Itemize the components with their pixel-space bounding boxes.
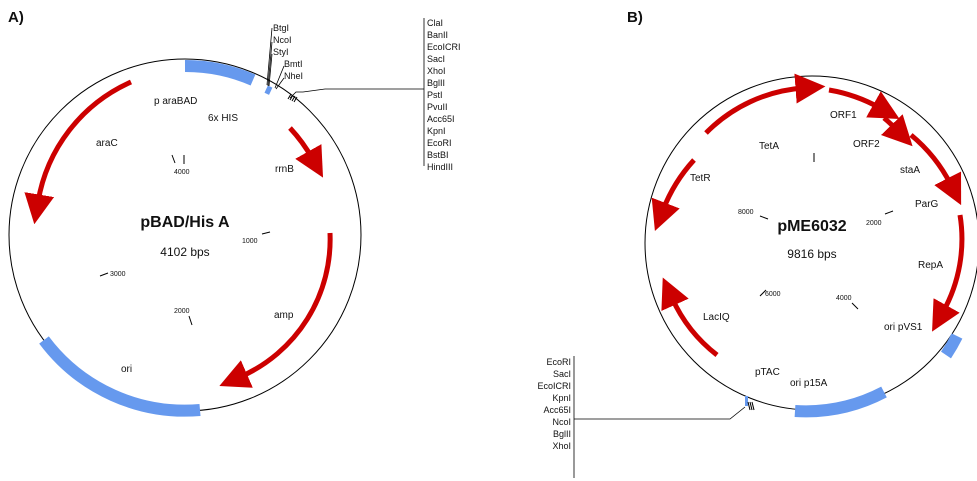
- tick-b-2000: 2000: [866, 220, 882, 227]
- tick-b-4000: 4000: [836, 295, 852, 302]
- mcs-a-9: KpnI: [427, 126, 446, 136]
- tick-b-8000: 8000: [738, 209, 754, 216]
- mcs-a-2: EcoICRI: [427, 42, 461, 52]
- feature-TetA: TetA: [759, 141, 779, 152]
- feature-RepA: RepA: [918, 260, 943, 271]
- ORF2-arrow: [880, 114, 913, 147]
- mcs-block-b: [745, 396, 748, 406]
- panel-b-label: B): [627, 9, 643, 26]
- plasmid-a-name: pBAD/His A: [140, 214, 230, 231]
- feature-rrnB: rrnB: [275, 164, 294, 175]
- ori-pVS1-block: [940, 333, 963, 359]
- tick-a-1000: 1000: [242, 238, 258, 245]
- mcs-list-b: EcoRI SacI EcoICRI KpnI Acc65I NcoI BglI…: [537, 357, 571, 451]
- mcs-b-3: KpnI: [552, 393, 571, 403]
- feature-ORF1: ORF1: [830, 110, 857, 121]
- tick-a-3000: 3000: [110, 271, 126, 278]
- tick-a-4000: 4000: [174, 169, 190, 176]
- site-a-NcoI: NcoI: [273, 35, 292, 45]
- araC-arrow: [24, 79, 133, 225]
- TetR-arrow: [651, 158, 696, 231]
- feature-staA: staA: [900, 165, 920, 176]
- paraBAD-block: [184, 59, 256, 86]
- feature-TetR: TetR: [690, 173, 711, 184]
- staA-arrow: [909, 133, 962, 206]
- ori-p15A-block: [794, 386, 887, 418]
- rrnB-arrow: [288, 126, 324, 178]
- mcs-b-4: Acc65I: [543, 405, 571, 415]
- feature-6xHIS: 6x HIS: [208, 113, 238, 124]
- plasmid-b-backbone: [644, 75, 977, 411]
- ORF1-arrow: [828, 87, 900, 120]
- amp-arrow: [219, 232, 333, 388]
- feature-paraBAD: p araBAD: [154, 96, 197, 107]
- mcs-a-1: BanII: [427, 30, 448, 40]
- panel-a-label: A): [8, 9, 24, 26]
- plasmid-a-size: 4102 bps: [160, 245, 209, 259]
- feature-ori-a: ori: [121, 364, 132, 375]
- mcs-a-0: ClaI: [427, 18, 443, 28]
- mcs-a-6: PstI: [427, 90, 443, 100]
- site-a-NheI: NheI: [284, 71, 303, 81]
- mcs-a-12: HindIII: [427, 162, 453, 172]
- ori-block-a: [39, 336, 201, 417]
- tick-a-2000: 2000: [174, 308, 190, 315]
- his-tag-block: [264, 85, 273, 95]
- feature-araC: araC: [96, 138, 118, 149]
- mcs-a-5: BglII: [427, 78, 445, 88]
- mcs-list-a: ClaI BanII EcoICRI SacI XhoI BglII PstI …: [427, 18, 461, 172]
- mcs-b-0: EcoRI: [546, 357, 571, 367]
- mcs-a-7: PvuII: [427, 102, 448, 112]
- mcs-a-8: Acc65I: [427, 114, 455, 124]
- mcs-a-4: XhoI: [427, 66, 446, 76]
- mcs-b-5: NcoI: [552, 417, 571, 427]
- mcs-b-6: BglII: [553, 429, 571, 439]
- mcs-b-7: XhoI: [552, 441, 571, 451]
- feature-ParG: ParG: [915, 199, 939, 210]
- TetA-arrow: [704, 73, 826, 135]
- site-a-StyI: StyI: [273, 47, 289, 57]
- plasmid-b-size: 9816 bps: [787, 247, 836, 261]
- panel-b: B) TetA ORF1 ORF2 staA TetR ParG RepA or…: [537, 9, 977, 478]
- mcs-a-11: BstBI: [427, 150, 449, 160]
- feature-ori-p15A: ori p15A: [790, 378, 828, 389]
- site-a-BtgI: BtgI: [273, 23, 289, 33]
- plasmid-b-name: pME6032: [777, 218, 846, 235]
- mcs-a-10: EcoRI: [427, 138, 452, 148]
- mcs-b-2: EcoICRI: [537, 381, 571, 391]
- feature-ORF2: ORF2: [853, 139, 880, 150]
- site-a-BmtI: BmtI: [284, 59, 303, 69]
- RepA-arrow: [932, 214, 965, 332]
- mcs-a-3: SacI: [427, 54, 445, 64]
- tick-b-6000: 6000: [765, 291, 781, 298]
- feature-ori-pVS1: ori pVS1: [884, 322, 923, 333]
- panel-a: A) p araBAD 6x HIS araC rrnB amp ori pBA…: [8, 9, 461, 417]
- feature-amp: amp: [274, 310, 294, 321]
- feature-pTAC: pTAC: [755, 367, 780, 378]
- feature-LacIQ: LacIQ: [703, 312, 730, 323]
- LacIQ-arrow: [661, 277, 719, 357]
- mcs-b-1: SacI: [553, 369, 571, 379]
